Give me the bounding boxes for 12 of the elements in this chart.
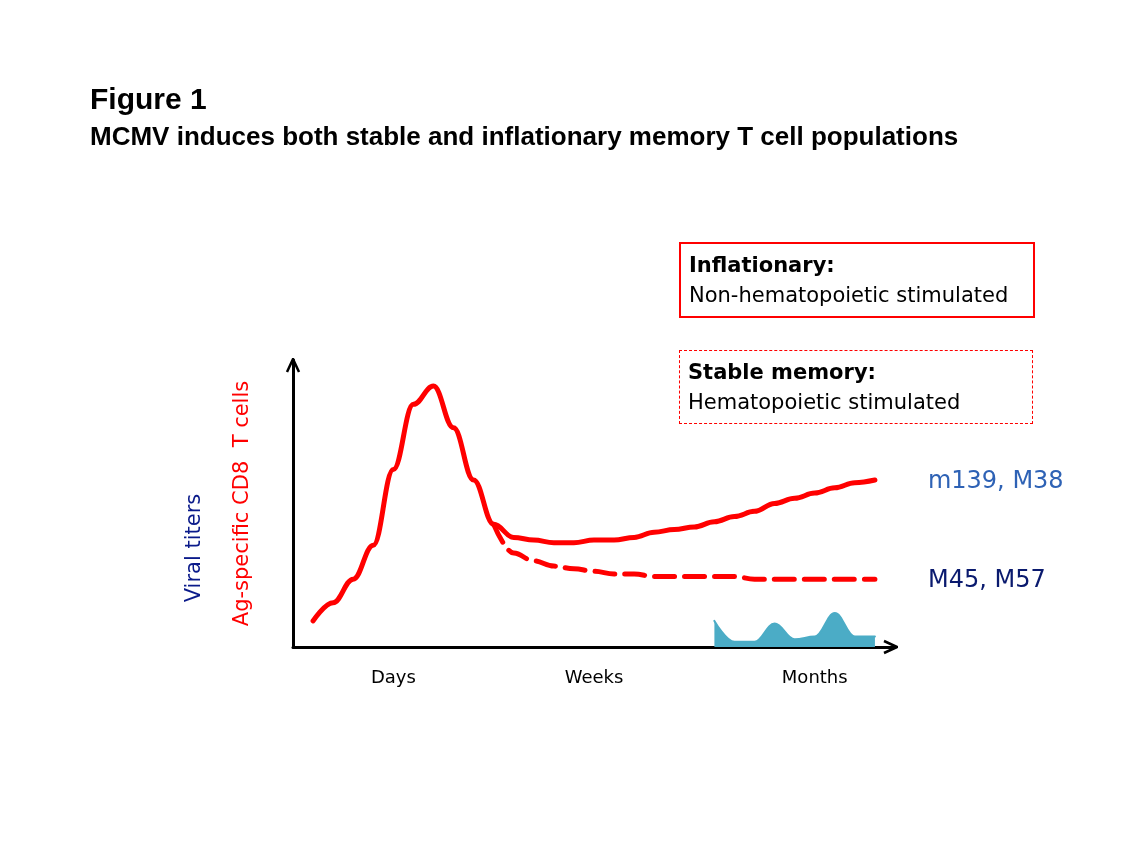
text: M45, M57 xyxy=(927,565,1046,594)
text: Viral titers xyxy=(181,493,205,603)
chart-subtitle: MCMV induces both stable and inflationary memory T cell populations xyxy=(90,121,959,151)
annotation: Hematopoietic stimulated xyxy=(688,389,962,416)
x-tick-label: Weeks xyxy=(564,665,624,687)
outlined-box: Inflationary: Non-hematopoietic stimulated xyxy=(679,242,1035,318)
chart-title: Figure 1 xyxy=(90,81,207,115)
x-tick-label: Days xyxy=(370,665,416,687)
outlined-box: Stable memory: Hematopoietic stimulated xyxy=(679,350,1033,424)
x-tick-label: Months xyxy=(781,665,848,687)
y-axis-title: Ag-specific CD8 T cells xyxy=(228,380,253,627)
text: m139, M38 xyxy=(927,466,1064,495)
